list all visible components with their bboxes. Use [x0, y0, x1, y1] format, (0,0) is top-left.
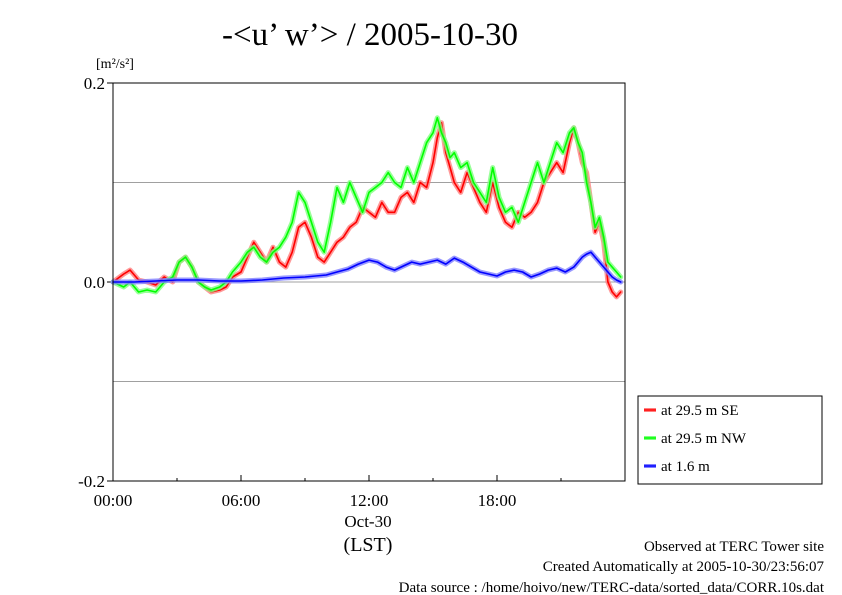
- series-lines: [110, 115, 624, 300]
- footer-line-2: Created Automatically at 2005-10-30/23:5…: [543, 559, 825, 575]
- series-line-se: [112, 122, 622, 298]
- x-tick-label: 18:00: [478, 491, 517, 510]
- date-label: Oct-30: [344, 512, 391, 531]
- y-tick-label: 0.0: [84, 273, 105, 292]
- legend-label-surface: at 1.6 m: [661, 459, 710, 475]
- y-unit-label: [m²/s²]: [96, 57, 134, 72]
- y-tick-label: -0.2: [78, 472, 105, 491]
- chart-title: -<u’ w’> / 2005-10-30: [222, 17, 518, 53]
- y-ticks: 0.2 0.0 -0.2: [78, 74, 113, 491]
- series-line-nw: [112, 117, 622, 293]
- x-tick-label: 06:00: [222, 491, 261, 510]
- lst-label: (LST): [344, 534, 393, 556]
- x-ticks: 00:00 06:00 12:00 18:00: [94, 475, 562, 510]
- x-tick-label: 12:00: [350, 491, 389, 510]
- x-tick-label: 00:00: [94, 491, 133, 510]
- legend-box: [637, 395, 823, 485]
- legend: at 29.5 m SE at 29.5 m NW at 1.6 m: [637, 395, 823, 485]
- plot-frame: [112, 82, 626, 482]
- footer-line-3: Data source : /home/hoivo/new/TERC-data/…: [399, 580, 825, 595]
- series-line-surface: [112, 251, 622, 283]
- legend-label-nw: at 29.5 m NW: [661, 431, 747, 447]
- footer-line-1: Observed at TERC Tower site: [644, 539, 824, 555]
- legend-label-se: at 29.5 m SE: [661, 403, 739, 419]
- y-tick-label: 0.2: [84, 74, 105, 93]
- series-halo-nw: [110, 115, 624, 295]
